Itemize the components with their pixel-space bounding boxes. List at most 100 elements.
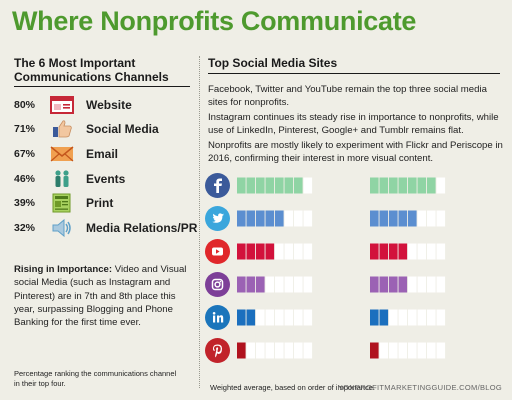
channel-pct: 39% — [14, 197, 36, 209]
bar-segment-empty — [427, 342, 436, 359]
social-row-linkedin — [205, 305, 505, 331]
bar-segment-filled — [275, 210, 284, 227]
rising-note: Rising in Importance: Video and Visual s… — [14, 263, 198, 329]
bar-segment-empty — [303, 243, 313, 260]
social-bars-twitter — [237, 210, 446, 227]
bar-segment-filled — [389, 243, 398, 260]
bar-series-1-pinterest — [237, 342, 313, 359]
linkedin-icon — [205, 305, 230, 330]
site-credit: NONPROFITMARKETINGGUIDE.COM/BLOG — [337, 383, 502, 392]
channels-heading-line2: Communications Channels — [14, 70, 169, 84]
instagram-icon — [205, 272, 230, 297]
social-row-pinterest — [205, 338, 505, 364]
bar-segment-filled — [246, 243, 256, 260]
bar-segment-empty — [417, 342, 427, 359]
social-heading-text: Top Social Media Sites — [208, 56, 338, 70]
bar-segment-filled — [256, 210, 265, 227]
bar-segment-empty — [294, 342, 303, 359]
bar-segment-empty — [246, 342, 256, 359]
social-row-facebook — [205, 173, 505, 199]
bar-segment-filled — [265, 210, 275, 227]
twitter-icon — [205, 206, 230, 231]
channel-pct: 32% — [14, 222, 36, 234]
bar-segment-empty — [265, 342, 275, 359]
bar-segment-empty — [436, 342, 446, 359]
bar-segment-empty — [275, 342, 284, 359]
social-paragraph-3: Nonprofits are mostly likely to experime… — [208, 140, 503, 164]
heading-rule — [208, 73, 500, 74]
bar-segment-empty — [427, 309, 436, 326]
social-bars-facebook — [237, 177, 446, 194]
bar-segment-filled — [398, 210, 408, 227]
bar-series-1-youtube — [237, 243, 313, 260]
bar-segment-empty — [275, 309, 284, 326]
bar-segment-filled — [379, 210, 389, 227]
bar-series-2-instagram — [370, 276, 446, 293]
bar-segment-filled — [398, 276, 408, 293]
bar-segment-empty — [436, 243, 446, 260]
channel-pct: 80% — [14, 99, 36, 111]
speaker-icon — [50, 218, 72, 238]
bar-segment-empty — [294, 276, 303, 293]
bar-series-2-linkedin — [370, 309, 446, 326]
bar-segment-filled — [370, 342, 379, 359]
bar-segment-empty — [275, 243, 284, 260]
channel-label: Website — [86, 98, 132, 112]
bar-segment-empty — [408, 276, 417, 293]
bar-segment-filled — [370, 177, 379, 194]
envelope-icon — [50, 144, 74, 164]
bar-segment-empty — [398, 342, 408, 359]
bar-series-2-youtube — [370, 243, 446, 260]
bar-segment-empty — [294, 243, 303, 260]
channel-pct: 67% — [14, 148, 36, 160]
bar-segment-empty — [427, 276, 436, 293]
bar-segment-filled — [389, 276, 398, 293]
bar-series-2-pinterest — [370, 342, 446, 359]
bar-segment-empty — [256, 342, 265, 359]
social-bars-instagram — [237, 276, 446, 293]
channel-label: Email — [86, 147, 119, 161]
social-bars-youtube — [237, 243, 446, 260]
bar-segment-filled — [265, 243, 275, 260]
people-icon — [50, 169, 72, 189]
rising-lead: Rising in Importance: — [14, 264, 113, 275]
bar-segment-filled — [427, 177, 436, 194]
bar-segment-filled — [370, 210, 379, 227]
bar-segment-filled — [275, 177, 284, 194]
newspaper-icon — [50, 193, 72, 213]
bar-segment-filled — [237, 210, 246, 227]
bar-segment-filled — [398, 243, 408, 260]
bar-segment-empty — [389, 309, 398, 326]
bar-segment-empty — [436, 276, 446, 293]
bar-segment-empty — [417, 243, 427, 260]
bar-segment-filled — [389, 210, 398, 227]
bar-segment-empty — [417, 276, 427, 293]
channel-label: Media Relations/PR — [86, 221, 198, 235]
bar-segment-filled — [408, 210, 417, 227]
social-row-youtube — [205, 239, 505, 265]
channel-social-media: 71% Social Media — [14, 119, 192, 141]
social-bars-pinterest — [237, 342, 446, 359]
bar-segment-empty — [294, 210, 303, 227]
bar-segment-filled — [379, 243, 389, 260]
channel-print: 39% Print — [14, 193, 192, 215]
bar-series-2-twitter — [370, 210, 446, 227]
thumbs-up-icon — [50, 119, 72, 139]
bar-segment-filled — [379, 309, 389, 326]
bar-segment-empty — [303, 276, 313, 293]
bar-segment-filled — [246, 210, 256, 227]
bar-segment-empty — [427, 210, 436, 227]
bar-segment-filled — [237, 309, 246, 326]
channels-heading-line1: The 6 Most Important — [14, 56, 136, 70]
bar-segment-empty — [379, 342, 389, 359]
bar-segment-filled — [408, 177, 417, 194]
bar-segment-empty — [284, 243, 294, 260]
bar-segment-empty — [265, 309, 275, 326]
social-paragraph-1: Facebook, Twitter and YouTube remain the… — [208, 84, 487, 108]
bar-segment-filled — [370, 276, 379, 293]
bar-segment-filled — [370, 243, 379, 260]
social-row-twitter — [205, 206, 505, 232]
bar-segment-empty — [294, 309, 303, 326]
bar-series-1-instagram — [237, 276, 313, 293]
page-title: Where Nonprofits Communicate — [12, 6, 417, 36]
